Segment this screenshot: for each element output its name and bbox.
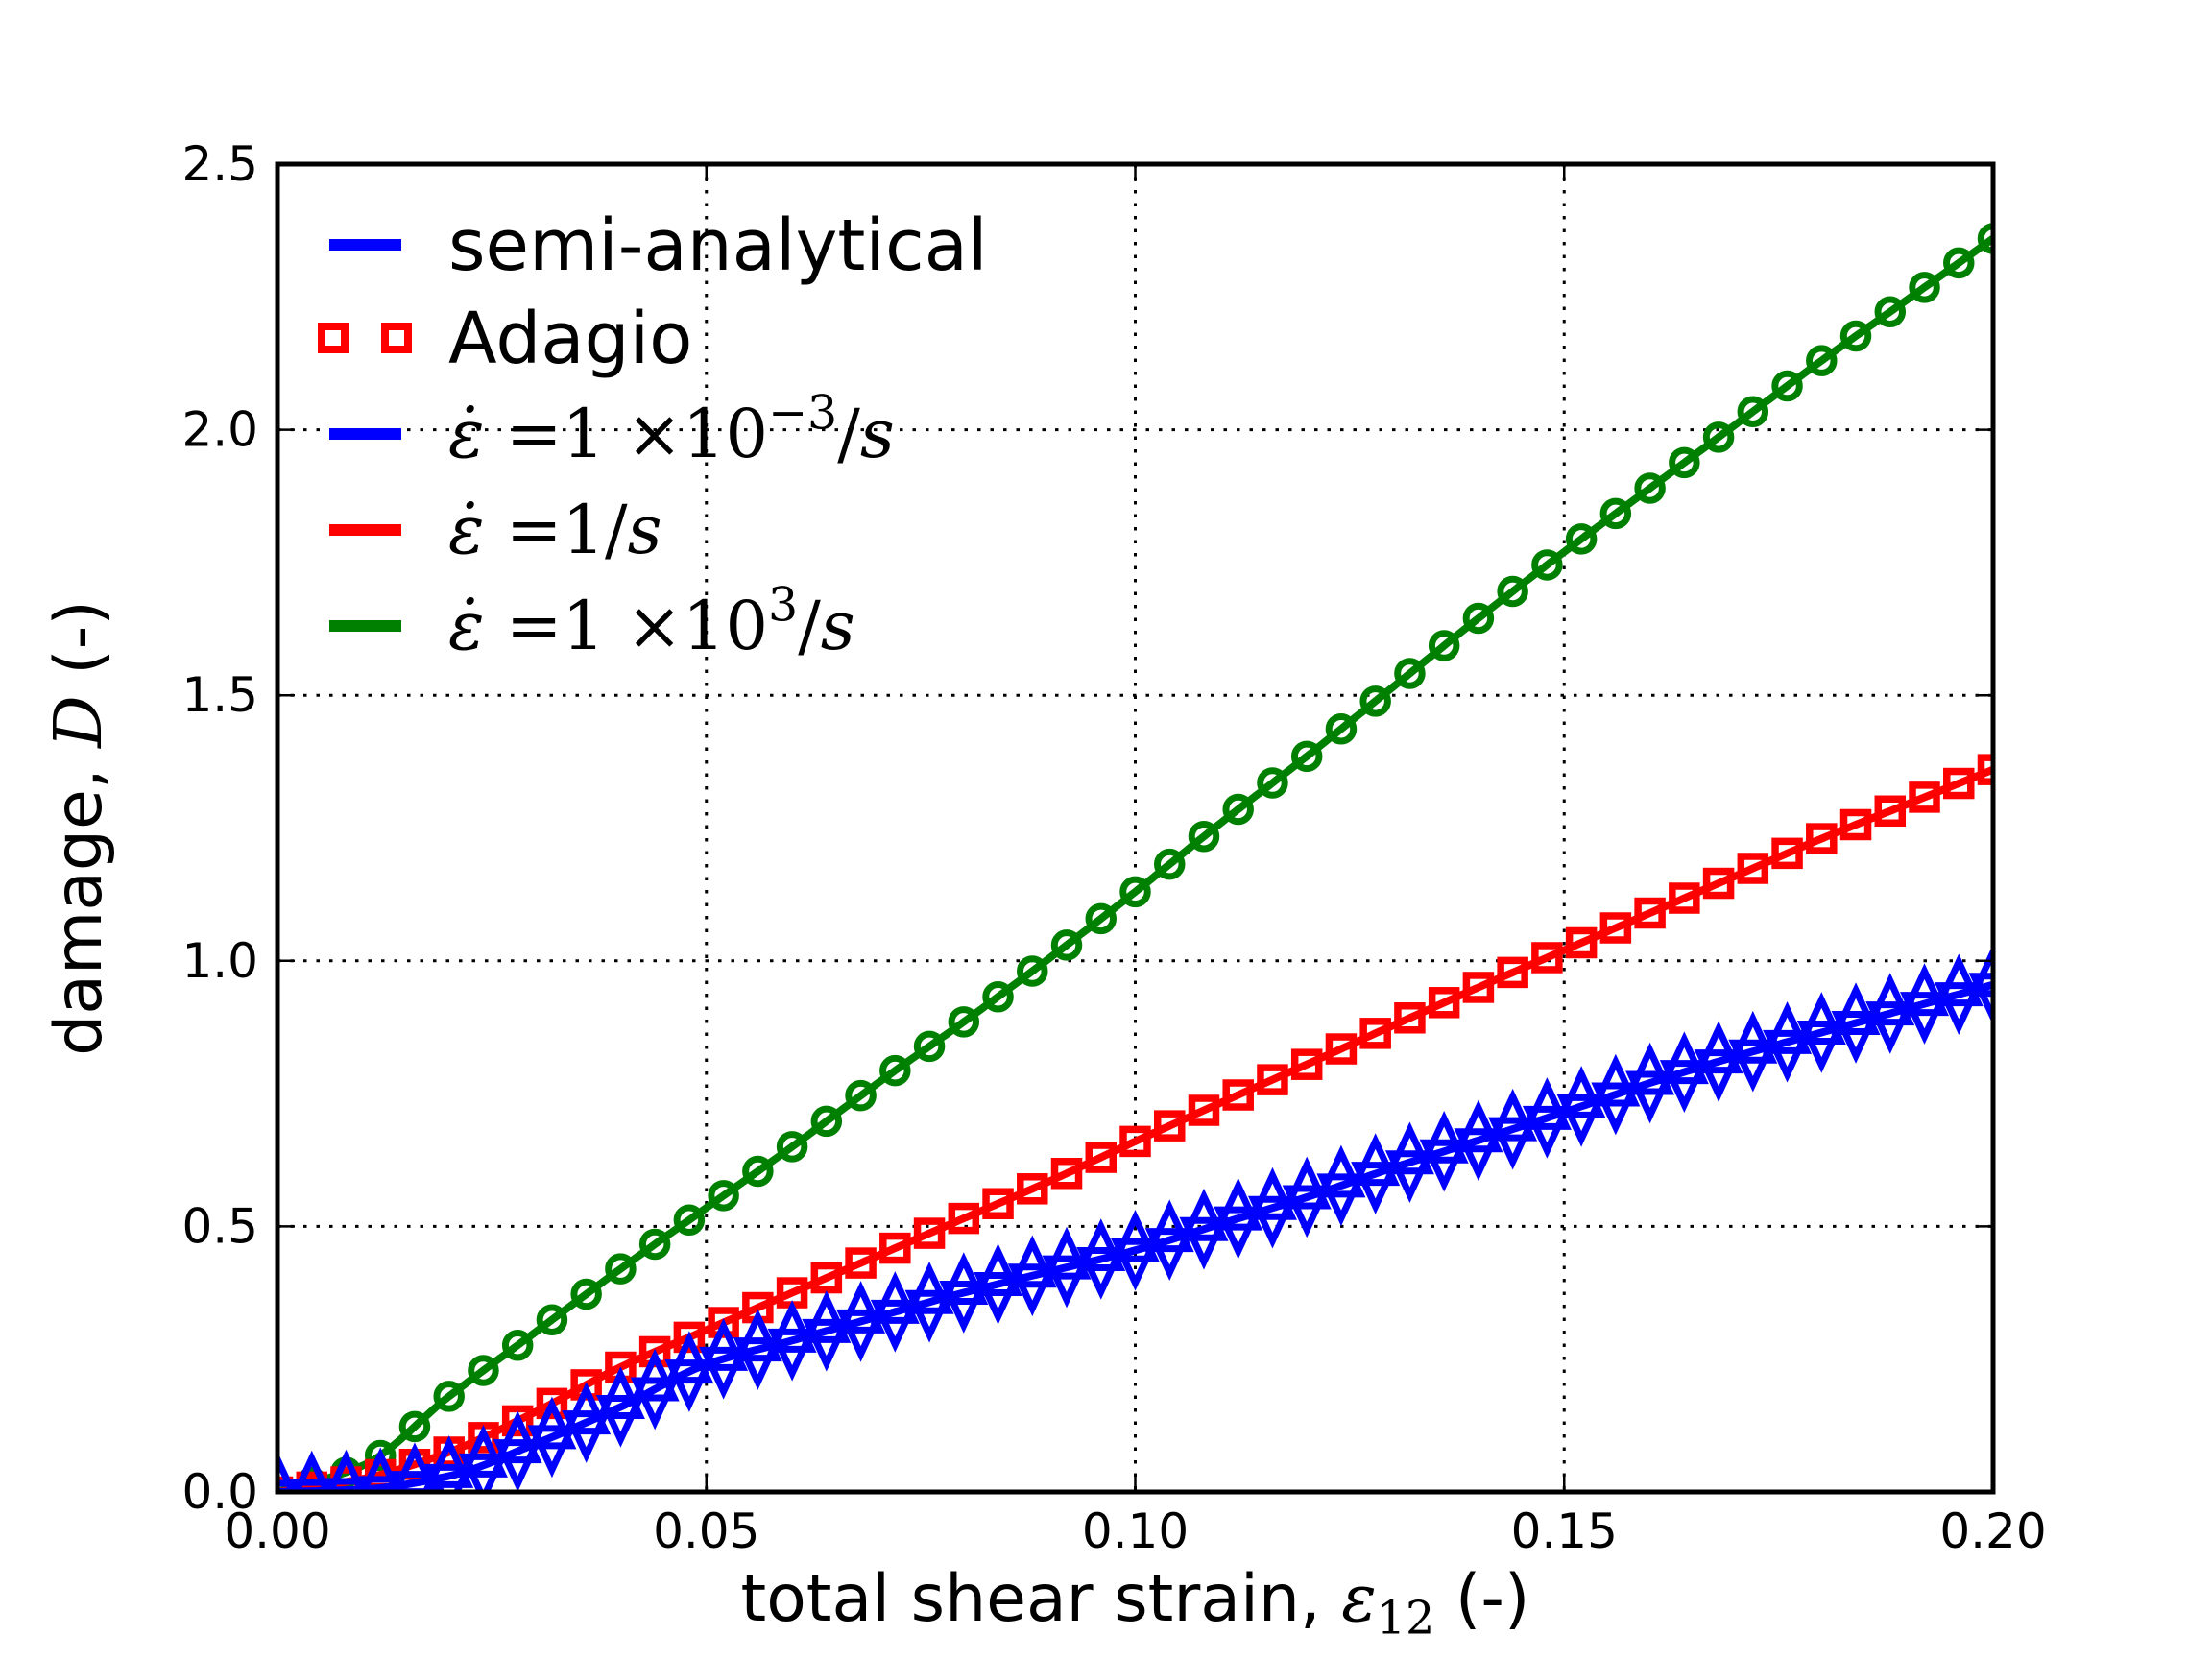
x-axis-label: total shear strain, ε12 (-) <box>741 1561 1530 1646</box>
tick-labels-layer: 0.00 0.05 0.10 0.15 0.20 0.0 0.5 1.0 1.5 2.0 2.5 <box>181 136 2046 1559</box>
adagio-markers <box>277 944 1993 1492</box>
axis-labels-layer: total shear strain, ε12 (-) damage, D (-) <box>41 600 1529 1645</box>
legend-entry-4: ε̇ =1 ×103/s <box>329 578 855 665</box>
adagio-markers <box>277 754 1993 1492</box>
y-tick-label: 0.5 <box>181 1198 258 1254</box>
y-tick-label: 1.5 <box>181 667 258 723</box>
legend-entry-1: Adagio <box>318 298 692 380</box>
x-tick-label: 0.10 <box>1082 1503 1189 1559</box>
y-axis-label: damage, D (-) <box>41 600 117 1056</box>
y-tick-label: 2.0 <box>181 402 258 458</box>
y-tick-label: 2.5 <box>181 136 258 192</box>
adagio-markers <box>277 223 1993 1492</box>
series-layer <box>277 223 1993 1492</box>
legend-entry-3: ε̇ =1/s <box>329 491 662 569</box>
x-tick-label: 0.00 <box>224 1503 330 1559</box>
legend-label: semi-analytical <box>448 204 988 287</box>
legend-entry-2: ε̇ =1 ×10−3/s <box>329 386 895 473</box>
legend-label: ε̇ =1 ×103/s <box>448 578 855 665</box>
y-tick-label: 1.0 <box>181 933 258 989</box>
x-tick-label: 0.20 <box>1939 1503 2046 1559</box>
legend-square-marker <box>381 323 412 353</box>
tick-marks-layer <box>276 162 1995 1494</box>
series-strain-rate-1 <box>277 754 1993 1492</box>
legend-label: Adagio <box>448 298 692 380</box>
grid-layer <box>277 164 1993 1492</box>
legend-square-marker <box>318 323 349 353</box>
legend-entry-0: semi-analytical <box>329 204 988 287</box>
y-tick-label: 0.0 <box>181 1464 258 1520</box>
series-strain-rate-1e3 <box>277 223 1993 1492</box>
x-tick-label: 0.15 <box>1511 1503 1618 1559</box>
series-strain-rate-1e-3 <box>277 944 1993 1492</box>
legend-label: ε̇ =1 ×10−3/s <box>448 386 895 473</box>
x-tick-label: 0.05 <box>653 1503 759 1559</box>
legend-label: ε̇ =1/s <box>448 491 662 569</box>
